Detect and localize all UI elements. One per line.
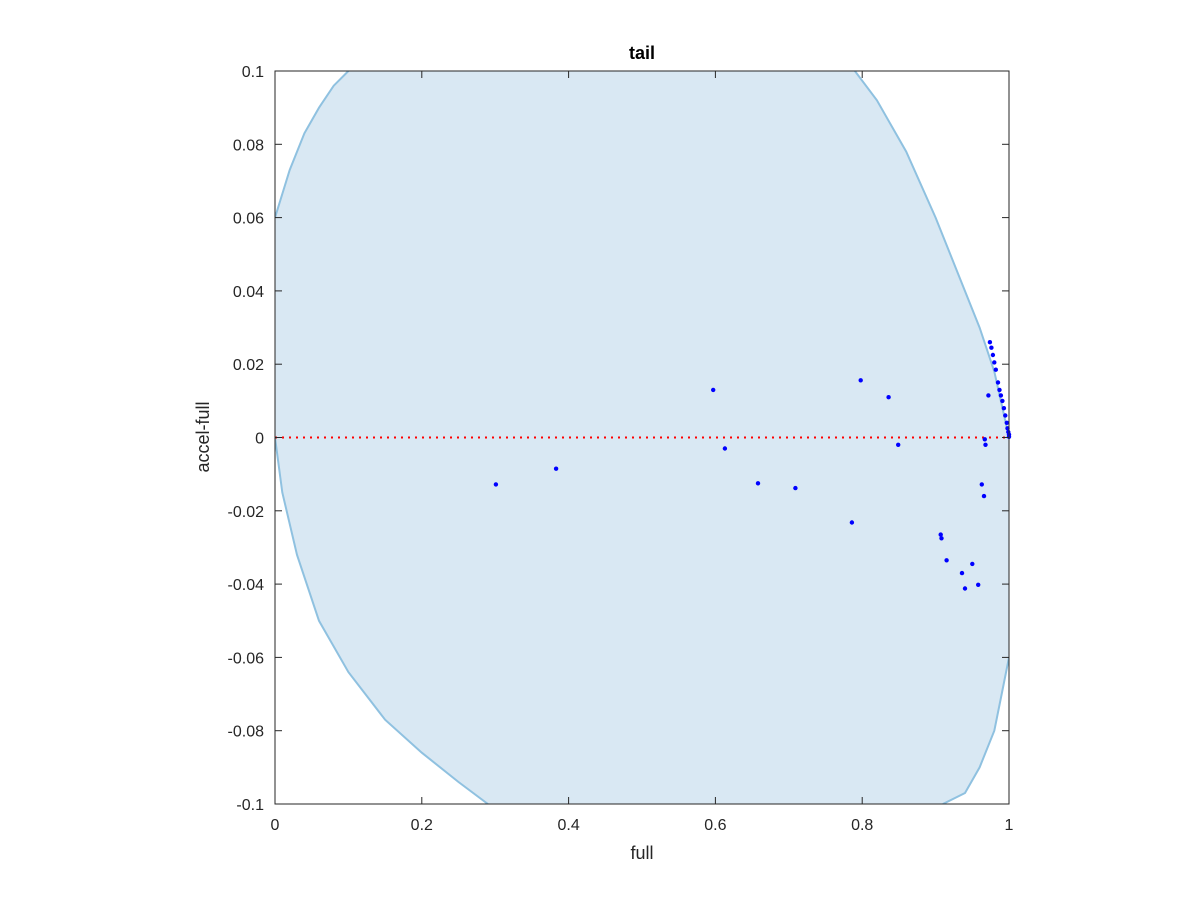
data-point-6 <box>849 520 855 525</box>
data-point-30 <box>1000 398 1005 404</box>
data-point-1 <box>553 466 559 471</box>
data-point-17 <box>979 482 984 487</box>
data-point-27 <box>995 380 1001 385</box>
x-tick-label: 0.2 <box>411 817 433 834</box>
y-tick-label: -0.02 <box>228 504 265 521</box>
data-point-12 <box>944 558 949 563</box>
data-point-3 <box>722 446 728 451</box>
x-tick-label: 0 <box>271 817 280 834</box>
data-point-14 <box>962 586 968 591</box>
data-point-13 <box>959 570 965 576</box>
y-tick-label: 0.02 <box>233 357 264 374</box>
chart-title: tail <box>629 43 655 63</box>
data-point-15 <box>970 561 975 567</box>
data-point-7 <box>858 378 863 383</box>
region-edge-3 <box>275 437 489 804</box>
x-tick-label: 0.6 <box>704 817 726 834</box>
data-point-18 <box>981 493 987 499</box>
data-point-10 <box>938 532 943 537</box>
y-tick-label: 0.04 <box>233 284 264 301</box>
data-point-8 <box>886 395 891 400</box>
data-point-23 <box>989 345 994 350</box>
y-tick-label: -0.08 <box>228 724 265 741</box>
x-tick-label: 1 <box>1005 817 1014 834</box>
x-tick-label: 0.4 <box>557 817 579 834</box>
data-point-19 <box>982 437 987 442</box>
data-point-22 <box>987 340 993 345</box>
x-axis-label: full <box>630 843 653 863</box>
y-tick-label: -0.04 <box>228 577 265 594</box>
y-tick-label: -0.1 <box>236 797 264 814</box>
region-edge-2 <box>942 657 1009 804</box>
data-point-2 <box>711 387 716 393</box>
data-point-0 <box>493 482 499 487</box>
data-point-21 <box>986 393 991 398</box>
data-point-25 <box>992 360 997 365</box>
data-point-32 <box>1003 413 1008 418</box>
y-axis-label: accel-full <box>193 401 213 472</box>
y-tick-label: 0 <box>255 431 264 448</box>
region-edge-0 <box>275 71 350 218</box>
data-point-11 <box>939 536 944 541</box>
data-point-29 <box>998 393 1004 398</box>
confidence-region <box>275 71 1009 804</box>
region-edge-1 <box>854 71 1009 438</box>
data-point-31 <box>1001 406 1007 411</box>
y-tick-label: 0.1 <box>242 64 264 81</box>
x-tick-label: 0.8 <box>851 817 873 834</box>
y-tick-label: 0.08 <box>233 137 264 154</box>
data-point-20 <box>983 442 988 447</box>
data-point-26 <box>993 367 998 372</box>
data-point-9 <box>896 442 901 447</box>
data-point-24 <box>990 352 996 358</box>
data-point-5 <box>793 485 798 491</box>
data-point-4 <box>755 481 761 486</box>
data-point-16 <box>976 582 981 587</box>
y-tick-label: -0.06 <box>228 650 265 667</box>
y-tick-label: 0.06 <box>233 211 264 228</box>
data-point-28 <box>997 387 1002 393</box>
data-point-33 <box>1004 420 1009 425</box>
